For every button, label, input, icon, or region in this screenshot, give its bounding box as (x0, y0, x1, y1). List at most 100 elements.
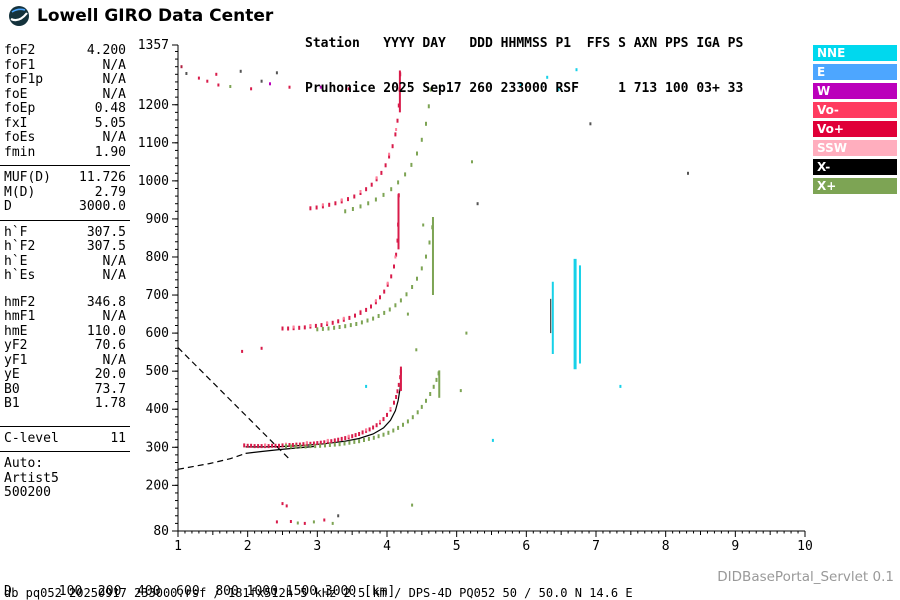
svg-text:7: 7 (592, 539, 600, 554)
param-label: foF1p (4, 72, 44, 87)
legend-item-X+: X+ (813, 178, 897, 194)
param-value: 346.8 (86, 294, 126, 310)
param-label: Artist5 (4, 470, 59, 486)
param-value: 70.6 (94, 338, 126, 353)
svg-text:6: 6 (522, 539, 530, 554)
svg-text:400: 400 (146, 402, 169, 417)
legend-item-W: W (813, 83, 897, 99)
svg-text:1000: 1000 (138, 174, 169, 189)
param-value: 0.48 (94, 101, 126, 116)
param-label: fxI (4, 115, 28, 131)
param-label: h`F (4, 224, 28, 240)
svg-text:1357: 1357 (138, 38, 169, 53)
giro-logo: Lowell GIRO Data Center (8, 5, 273, 27)
param-label: yF2 (4, 338, 28, 353)
svg-text:900: 900 (146, 212, 169, 227)
servlet-label: DIDBasePortal_Servlet 0.1 (717, 569, 894, 585)
param-C-level: C-level 11 (4, 430, 126, 447)
param-foF1: foF1 N/A (4, 57, 126, 74)
svg-text:3: 3 (313, 539, 321, 554)
param-label: foE (4, 86, 28, 102)
legend-item-X-: X- (813, 159, 897, 175)
param-h`F2: h`F2 307.5 (4, 239, 126, 255)
param-value: 2.79 (94, 184, 126, 200)
param-value: 11 (110, 430, 126, 446)
legend-item-Vo+: Vo+ (813, 121, 897, 137)
param-panel: foF2 4.200 foF1 N/A foF1p N/A foE N/A foEp 0.48 fx… (0, 43, 130, 501)
param-foF2: foF2 4.200 (4, 43, 126, 59)
param-hmE: hmE 110.0 (4, 323, 126, 340)
param-value: N/A (102, 352, 126, 368)
svg-text:600: 600 (146, 326, 169, 341)
giro-logo-icon (9, 6, 29, 26)
param-group: MUF(D) 11.726 M(D) 2.79 D 3000.0 (4, 170, 126, 215)
param-value: 4.200 (86, 43, 126, 58)
legend-item-NNE: NNE (813, 45, 897, 61)
param-label: B1 (4, 396, 20, 411)
param-label: C-level (4, 430, 59, 446)
param-value: 5.05 (94, 115, 126, 131)
param-hmF1: hmF1 N/A (4, 309, 126, 325)
param-yF1: yF1 N/A (4, 352, 126, 369)
param-group: C-level 11 (4, 430, 126, 447)
svg-text:1200: 1200 (138, 98, 169, 113)
param-label: foEp (4, 101, 36, 116)
svg-text:9: 9 (731, 539, 739, 554)
param-MUF(D): MUF(D) 11.726 (4, 170, 126, 186)
param-value: N/A (102, 57, 126, 73)
param-h`Es: h`Es N/A (4, 268, 126, 284)
param-label: hmF2 (4, 294, 36, 310)
param-yF2: yF2 70.6 (4, 338, 126, 354)
station-header-line1: Station YYYY DAY DDD HHMMSS P1 FFS S AXN… (305, 36, 744, 51)
logo-text: Lowell GIRO Data Center (37, 6, 274, 26)
svg-text:10: 10 (797, 539, 813, 554)
param-foEs: foEs N/A (4, 130, 126, 146)
param-value: 307.5 (86, 224, 126, 240)
param-group: h`F 307.5 h`F2 307.5 h`E N/A h`Es N/A (4, 224, 126, 284)
svg-text:500: 500 (146, 364, 169, 379)
param-hmF2: hmF2 346.8 (4, 294, 126, 311)
param-B0: B0 73.7 (4, 382, 126, 398)
param-separator (0, 425, 130, 427)
param-value: 110.0 (86, 323, 126, 339)
param-label: M(D) (4, 184, 36, 200)
param-value: N/A (102, 309, 126, 324)
svg-text:200: 200 (146, 478, 169, 493)
svg-text:1100: 1100 (138, 136, 169, 151)
param-value: N/A (102, 253, 126, 269)
param-label: hmE (4, 323, 28, 339)
param-foEp: foEp 0.48 (4, 101, 126, 117)
svg-text:8: 8 (662, 539, 670, 554)
param-value: 20.0 (94, 367, 126, 382)
param-group: hmF2 346.8 hmF1 N/A hmE 110.0 yF2 70.6 yF1 N/A yE 2… (4, 294, 126, 412)
svg-text:800: 800 (146, 250, 169, 265)
param-500200: 500200 (4, 485, 126, 501)
param-gap (4, 284, 126, 296)
param-yE: yE 20.0 (4, 367, 126, 383)
param-foF1p: foF1p N/A (4, 72, 126, 88)
param-label: yE (4, 367, 20, 382)
param-M(D): M(D) 2.79 (4, 184, 126, 201)
param-label: hmF1 (4, 309, 36, 324)
svg-text:4: 4 (383, 539, 391, 554)
station-header: Station YYYY DAY DDD HHMMSS P1 FFS S AXN… (305, 6, 743, 126)
param-D: D 3000.0 (4, 199, 126, 215)
param-label: h`F2 (4, 239, 36, 254)
param-h`E: h`E N/A (4, 253, 126, 270)
status-bar: db pq052 20250917 233000.rsf / 181fx512h… (4, 586, 633, 600)
legend-item-SSW: SSW (813, 140, 897, 156)
d-muf-table: D 100 200 400 600 800 1000 1500 3000 [km… (4, 556, 403, 600)
param-group: foF2 4.200 foF1 N/A foF1p N/A foE N/A foEp 0.48 fx… (4, 43, 126, 161)
svg-text:300: 300 (146, 440, 169, 455)
param-separator (0, 219, 130, 221)
param-fxI: fxI 5.05 (4, 115, 126, 132)
param-label: Auto: (4, 456, 44, 471)
param-separator (0, 165, 130, 166)
param-value: 11.726 (79, 170, 126, 185)
param-group: Auto: Artist5 500200 (4, 456, 126, 501)
svg-text:80: 80 (153, 524, 169, 539)
param-label: yF1 (4, 352, 28, 368)
d-line: D 100 200 400 600 800 1000 1500 3000 [km… (4, 584, 396, 599)
param-fmin: fmin 1.90 (4, 145, 126, 161)
